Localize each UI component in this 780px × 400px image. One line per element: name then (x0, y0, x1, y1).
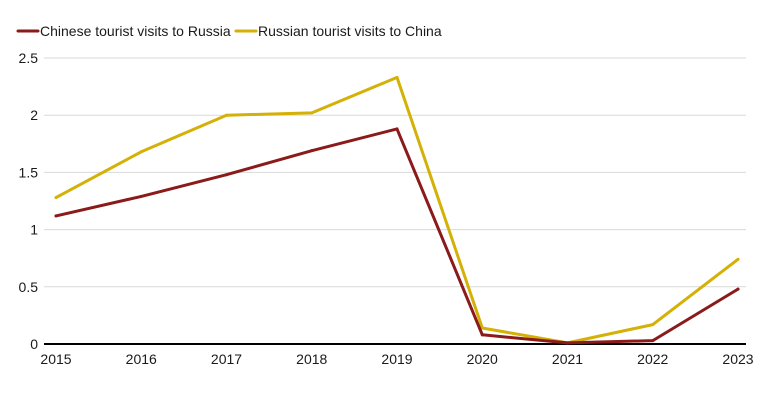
y-axis: 0 0.5 1 1.5 2 2.5 (19, 50, 39, 352)
data-point-1 (139, 194, 143, 198)
data-point-1 (310, 149, 314, 153)
data-point-2 (310, 111, 314, 115)
x-tick-label: 2021 (552, 351, 583, 367)
legend-label-1: Chinese tourist visits to Russia (40, 23, 231, 39)
x-tick-label: 2023 (722, 351, 753, 367)
y-tick-label: 1 (30, 222, 38, 238)
data-point-2 (736, 257, 740, 261)
y-tick-label: 0.5 (19, 279, 39, 295)
x-tick-label: 2018 (296, 351, 327, 367)
data-point-2 (54, 196, 58, 200)
x-tick-label: 2016 (126, 351, 157, 367)
gridlines (44, 57, 746, 345)
data-point-1 (651, 339, 655, 343)
data-point-1 (480, 333, 484, 337)
series-line-2 (54, 75, 740, 345)
data-point-2 (225, 113, 228, 117)
y-tick-label: 2.5 (19, 50, 39, 66)
data-point-2 (480, 326, 484, 330)
data-point-2 (139, 150, 143, 154)
series-group (54, 75, 740, 345)
legend-label-2: Russian tourist visits to China (258, 23, 442, 39)
data-point-1 (566, 341, 569, 345)
x-tick-label: 2022 (637, 351, 668, 367)
x-tick-label: 2020 (467, 351, 498, 367)
x-axis: 2015 2016 2017 2018 2019 2020 2021 2022 2023 (40, 351, 753, 367)
data-point-1 (736, 287, 740, 291)
data-point-1 (225, 173, 228, 177)
y-tick-label: 1.5 (19, 164, 39, 180)
data-point-1 (54, 214, 58, 218)
y-tick-label: 0 (30, 336, 38, 352)
data-point-1 (395, 127, 399, 131)
x-tick-label: 2015 (40, 351, 71, 367)
data-point-2 (395, 75, 399, 79)
series-line-1 (54, 127, 740, 345)
data-point-2 (651, 323, 655, 327)
y-tick-label: 2 (30, 107, 38, 123)
x-tick-label: 2019 (381, 351, 412, 367)
x-tick-label: 2017 (211, 351, 242, 367)
legend: Chinese tourist visits to Russia Russian … (16, 23, 442, 39)
